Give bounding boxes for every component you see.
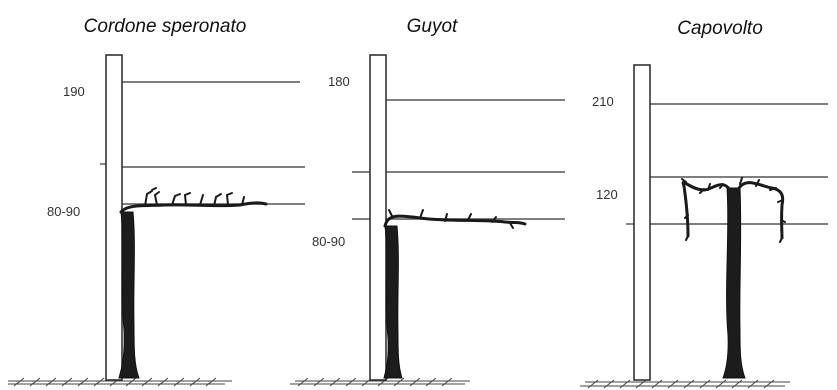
ground-hatching bbox=[8, 377, 232, 387]
ground-hatching bbox=[580, 379, 790, 389]
support-post bbox=[369, 54, 387, 381]
panel-title-cordone: Cordone speronato bbox=[84, 16, 247, 37]
height-label-80-90: 80-90 bbox=[47, 204, 80, 219]
vine-trunk bbox=[722, 187, 746, 379]
height-label-180: 180 bbox=[328, 74, 350, 89]
panel-title-guyot: Guyot bbox=[407, 16, 458, 37]
vine-cordon bbox=[119, 201, 268, 214]
support-post bbox=[105, 54, 123, 381]
height-label-190: 190 bbox=[63, 84, 85, 99]
vine-trunk bbox=[118, 211, 140, 379]
panel-capovolto: Capovolto 210 120 bbox=[580, 18, 828, 389]
vine-spurs bbox=[144, 187, 245, 207]
panel-title-capovolto: Capovolto bbox=[677, 18, 763, 39]
ground-hatching bbox=[290, 377, 470, 387]
height-label-210: 210 bbox=[592, 94, 614, 109]
vine-spurs bbox=[681, 177, 786, 243]
panel-guyot: Guyot 180 80-90 bbox=[290, 16, 565, 387]
vine-spurs bbox=[388, 209, 514, 229]
vine-trunk bbox=[383, 225, 403, 379]
vine-arched-canes bbox=[681, 180, 785, 240]
height-label-80-90: 80-90 bbox=[312, 234, 345, 249]
panel-cordone-speronato: Cordone speronato 190 80-90 bbox=[8, 16, 305, 387]
vine-cane bbox=[383, 214, 527, 228]
height-label-120: 120 bbox=[596, 187, 618, 202]
support-post bbox=[633, 64, 651, 381]
